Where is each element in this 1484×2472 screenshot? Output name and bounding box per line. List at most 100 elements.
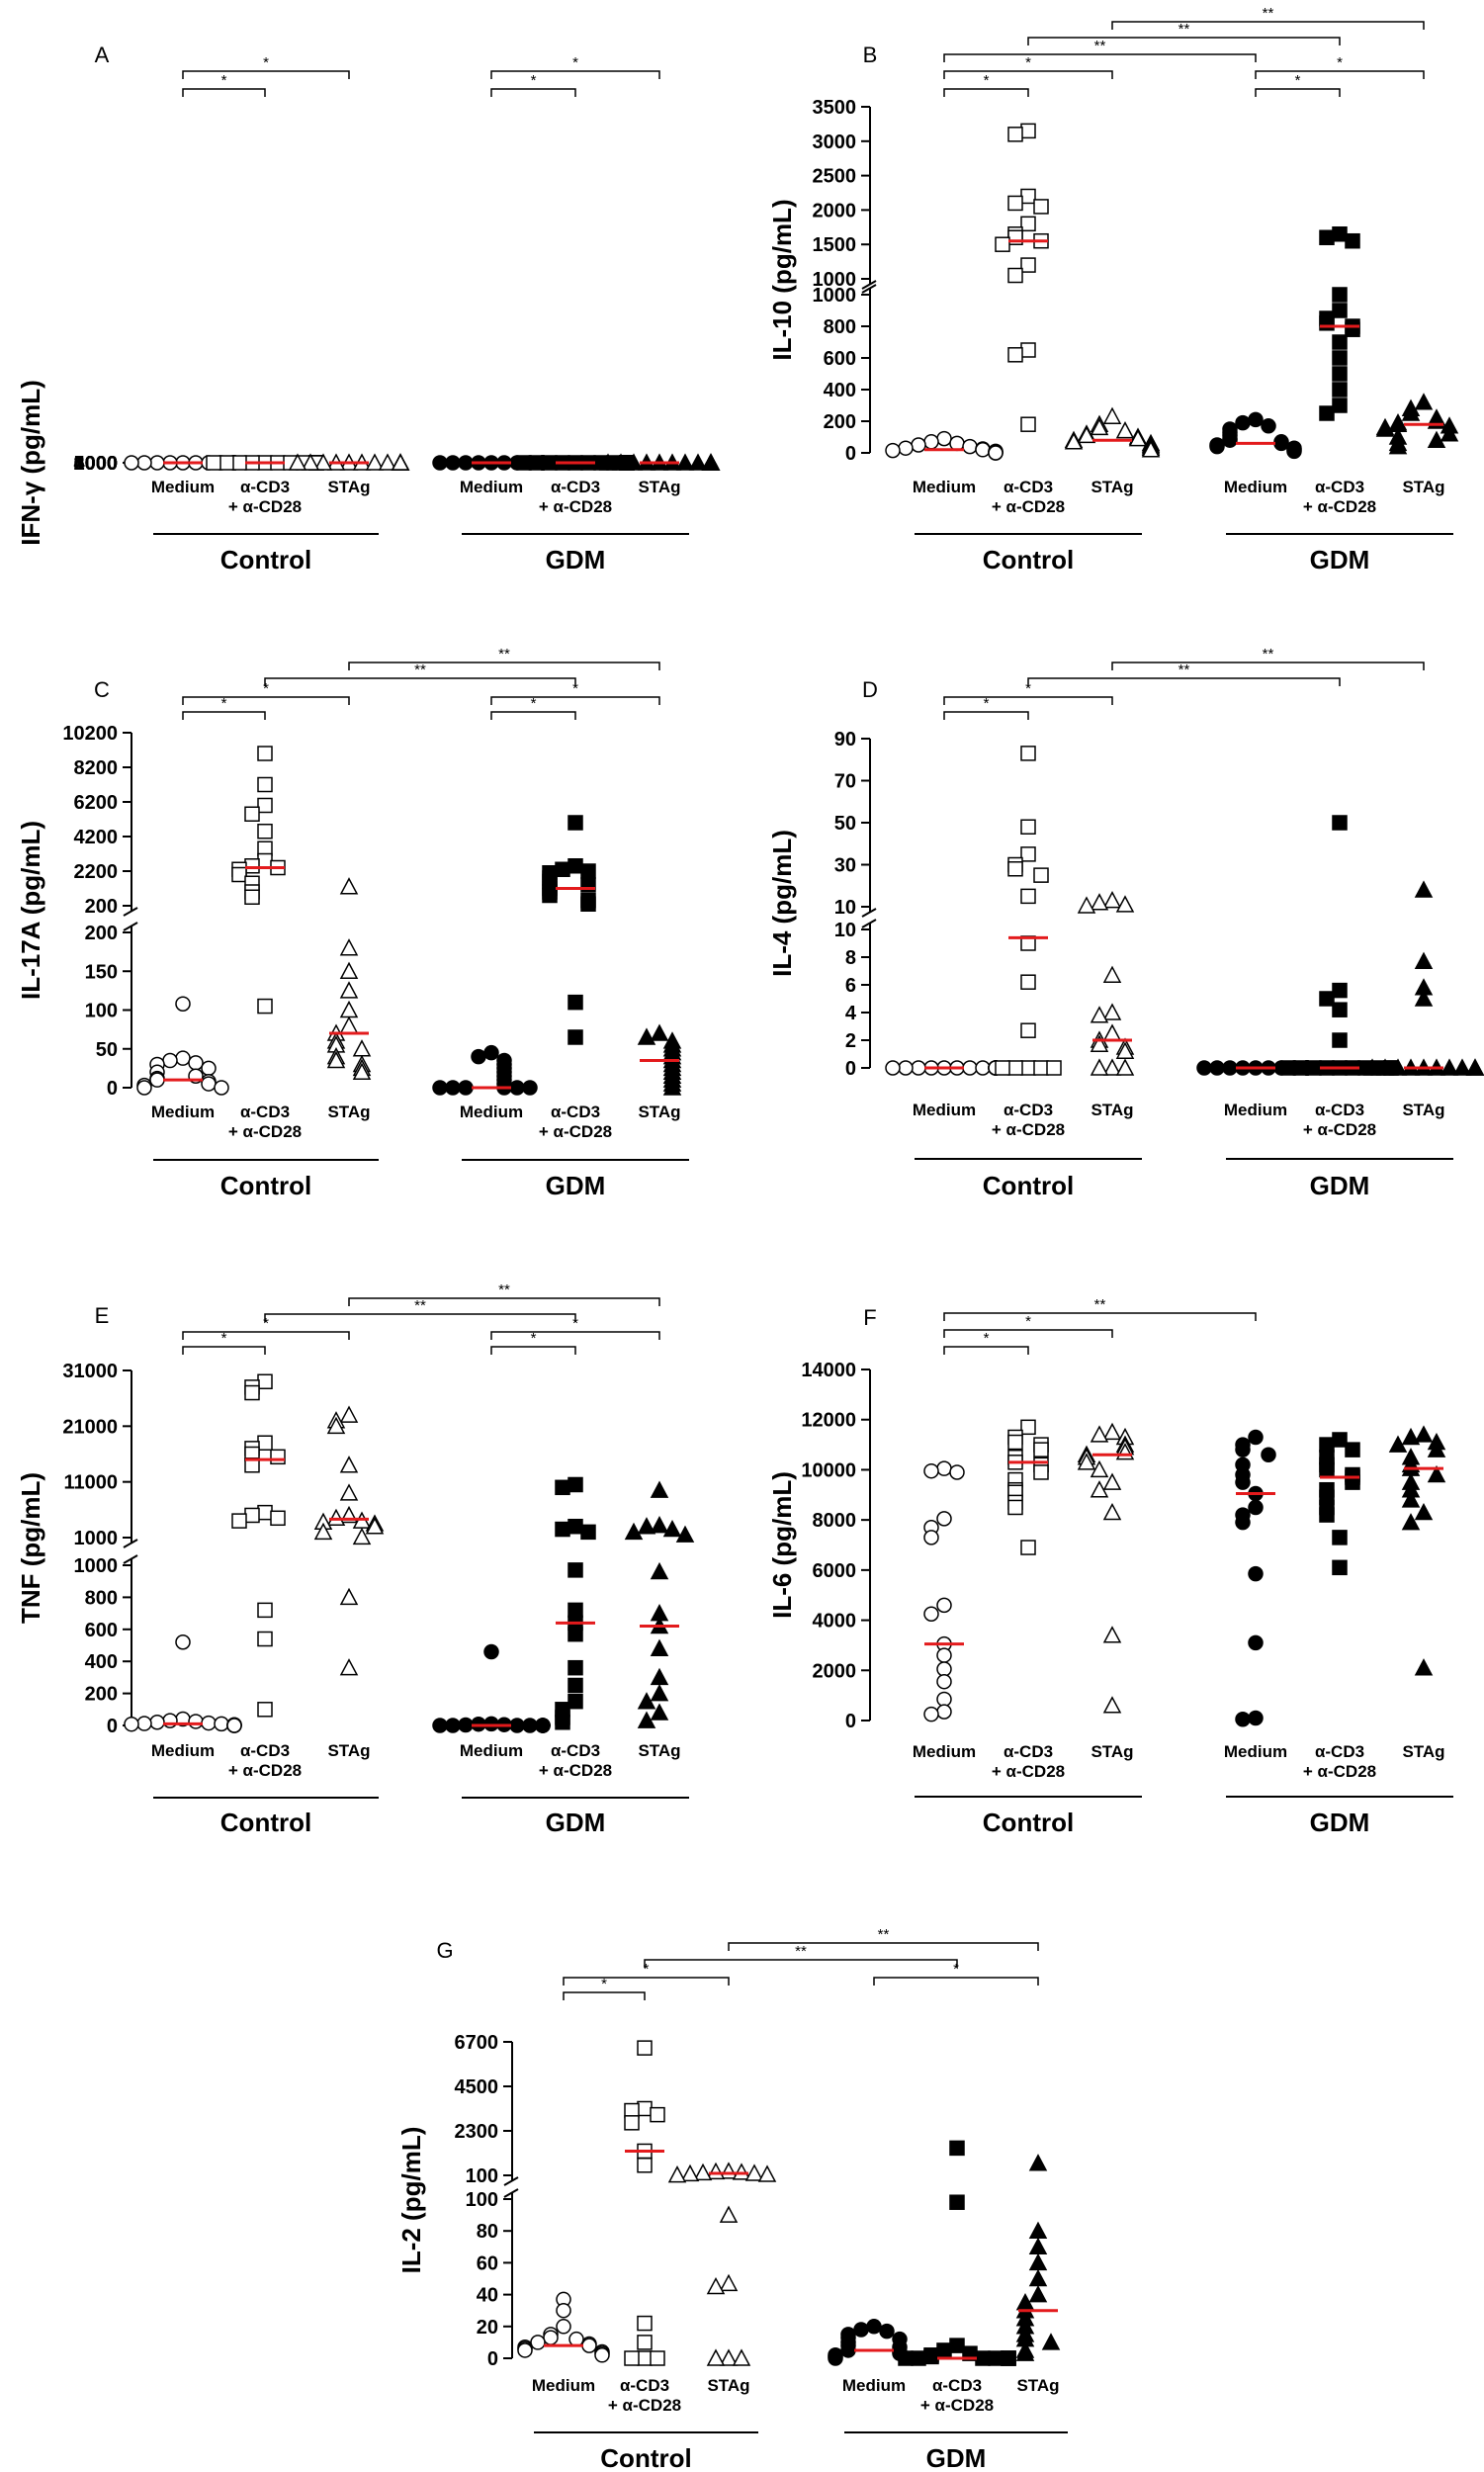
significance-label: * xyxy=(263,54,269,71)
data-point-square xyxy=(637,2350,653,2366)
data-point-square xyxy=(1319,229,1335,245)
data-point-triangle xyxy=(339,1000,359,1018)
data-point-triangle xyxy=(1401,1427,1421,1446)
significance-bracket xyxy=(182,696,350,705)
data-point-square xyxy=(1007,1499,1023,1516)
data-point-triangle xyxy=(1414,1502,1434,1521)
data-point-triangle xyxy=(1028,2268,1048,2287)
data-point-triangle xyxy=(1015,2343,1035,2361)
y-tick-label: 200 xyxy=(85,896,118,918)
data-point-square xyxy=(567,1518,583,1535)
category-label: + α-CD28 xyxy=(539,497,612,516)
data-point-triangle xyxy=(1077,896,1096,914)
data-point-circle xyxy=(458,1080,474,1096)
y-tick-label: 8 xyxy=(845,947,856,969)
group-label: Control xyxy=(983,1171,1074,1200)
category-label: + α-CD28 xyxy=(920,2396,994,2415)
data-point-square xyxy=(1033,1464,1049,1480)
y-axis-label: IL-4 (pg/mL) xyxy=(767,830,797,977)
category-label: α-CD3 xyxy=(1315,1742,1364,1761)
data-point-square xyxy=(936,2342,952,2358)
data-point-triangle xyxy=(719,2205,739,2223)
data-point-circle xyxy=(581,2338,597,2353)
data-point-circle xyxy=(522,1718,538,1733)
category-label: Medium xyxy=(913,1101,976,1119)
data-point-square xyxy=(1332,1432,1348,1448)
data-point-square xyxy=(1332,1530,1348,1545)
axis-break-mark xyxy=(123,1554,138,1564)
data-point-triangle xyxy=(650,1023,669,1041)
data-point-square xyxy=(542,455,558,471)
data-point-square xyxy=(516,455,532,471)
data-point-square xyxy=(1020,974,1036,990)
data-point-square xyxy=(1332,287,1348,303)
panel-letter: A xyxy=(95,43,110,67)
y-tick-label: 1500 xyxy=(813,234,857,256)
data-point-circle xyxy=(936,1511,952,1527)
category-label: α-CD3 xyxy=(1004,1742,1053,1761)
y-tick-label: 400 xyxy=(824,380,856,401)
y-tick-label: 0 xyxy=(487,2348,498,2370)
data-point-square xyxy=(257,797,273,814)
significance-label: * xyxy=(263,680,269,697)
category-label: STAg xyxy=(327,1741,370,1760)
data-point-square xyxy=(257,1373,273,1390)
data-point-circle xyxy=(483,1716,499,1732)
category-label: Medium xyxy=(913,1742,976,1761)
data-point-square xyxy=(637,2158,653,2173)
category-label: STAg xyxy=(707,2376,749,2395)
y-tick-label: 2000 xyxy=(813,200,857,221)
data-point-square xyxy=(949,2338,965,2353)
data-point-triangle xyxy=(1102,1422,1122,1441)
category-label: Medium xyxy=(913,478,976,496)
data-point-circle xyxy=(188,1714,204,1729)
data-point-circle xyxy=(214,1716,229,1732)
y-tick-label: 600 xyxy=(824,348,856,370)
significance-label: ** xyxy=(795,1943,807,1960)
data-point-triangle xyxy=(667,2164,687,2183)
significance-bracket xyxy=(264,1313,576,1322)
significance-bracket xyxy=(182,1346,266,1355)
significance-label: ** xyxy=(1178,21,1190,38)
data-point-square xyxy=(244,889,260,905)
data-point-circle xyxy=(923,1606,939,1622)
category-label: Medium xyxy=(151,478,215,496)
y-tick-label: 10 xyxy=(834,920,856,941)
data-point-circle xyxy=(445,1080,461,1096)
data-point-triangle xyxy=(339,1658,359,1676)
significance-bracket xyxy=(943,88,1029,97)
data-point-square xyxy=(1033,1442,1049,1457)
axis-break-mark xyxy=(861,280,877,290)
significance-label: * xyxy=(984,72,990,89)
data-point-triangle xyxy=(1102,965,1122,983)
category-label: α-CD3 xyxy=(551,1103,600,1121)
y-tick-label: 800 xyxy=(824,316,856,338)
data-point-circle xyxy=(162,1713,178,1728)
y-tick-label: 3500 xyxy=(813,97,857,119)
category-label: Medium xyxy=(842,2376,906,2395)
data-point-square xyxy=(1345,321,1360,337)
data-point-circle xyxy=(1248,1429,1264,1446)
data-point-triangle xyxy=(1090,1006,1109,1023)
data-point-circle xyxy=(124,1716,139,1732)
category-label: Medium xyxy=(460,1741,523,1760)
category-label: + α-CD28 xyxy=(992,497,1065,516)
data-point-triangle xyxy=(313,453,333,471)
data-point-square xyxy=(257,1702,273,1718)
data-point-triangle xyxy=(624,453,644,471)
category-label: Medium xyxy=(460,1103,523,1121)
data-point-circle xyxy=(1196,1060,1212,1076)
data-point-triangle xyxy=(1452,1058,1472,1076)
panel-letter: C xyxy=(94,677,110,702)
category-label: STAg xyxy=(1402,1101,1444,1119)
data-point-triangle xyxy=(1141,440,1161,458)
y-tick-label: 2 xyxy=(845,1030,856,1052)
data-point-circle xyxy=(936,430,952,447)
y-tick-label: 11000 xyxy=(63,1472,118,1494)
significance-label: ** xyxy=(414,662,426,678)
y-tick-label: 2000 xyxy=(74,453,119,475)
data-point-circle xyxy=(432,1718,448,1733)
data-point-triangle xyxy=(662,1078,682,1096)
panel-letter: E xyxy=(95,1303,110,1328)
data-point-triangle xyxy=(1414,951,1434,969)
